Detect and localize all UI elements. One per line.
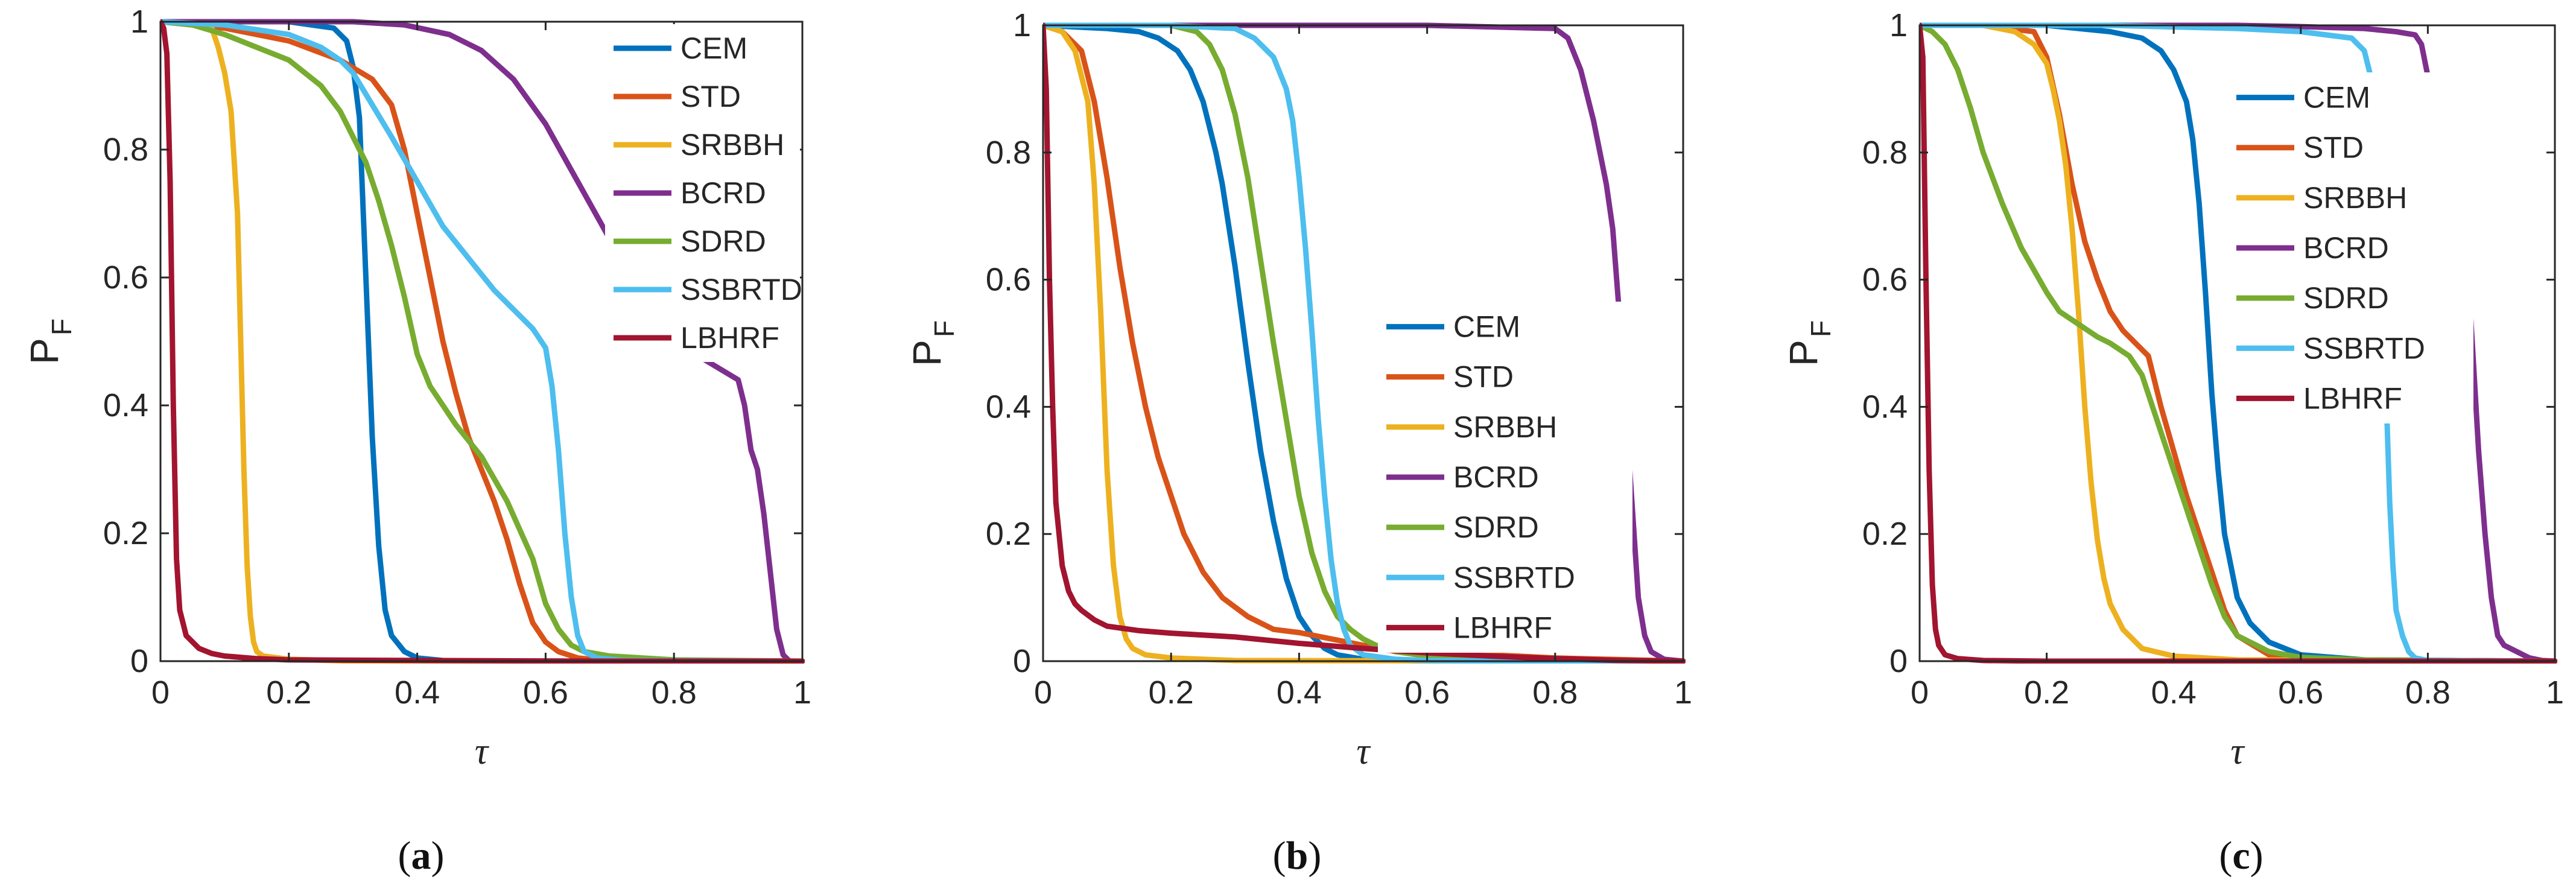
- y-tick-label: 0.4: [103, 387, 148, 423]
- legend-label-std: STD: [680, 80, 741, 113]
- x-tick-label: 0.2: [266, 674, 311, 711]
- y-tick-label: 0.6: [103, 259, 148, 296]
- y-tick-label: 1: [1013, 7, 1031, 43]
- y-tick-label: 0.8: [1862, 135, 1908, 171]
- legend-label-ssbrtd: SSBRTD: [680, 273, 802, 306]
- x-tick-label: 0.8: [1532, 674, 1578, 711]
- series-line-sdrd: [1920, 22, 2557, 664]
- y-tick-label: 1: [130, 4, 148, 40]
- legend-label-sdrd: SDRD: [2303, 281, 2389, 315]
- x-tick-label: 0: [1034, 674, 1052, 711]
- x-tick-label: 0.6: [2278, 674, 2323, 711]
- x-tick-label: 0.6: [1404, 674, 1450, 711]
- y-tick-label: 0.2: [1862, 516, 1908, 552]
- y-tick-label: 0.2: [986, 516, 1031, 552]
- legend-label-cem: CEM: [2303, 81, 2370, 115]
- legend-label-std: STD: [2303, 131, 2364, 165]
- x-axis-label: τ: [2230, 731, 2245, 772]
- y-tick-label: 0.2: [103, 515, 148, 551]
- y-tick-label: 0: [130, 643, 148, 679]
- legend-label-srbbh: SRBBH: [1453, 410, 1557, 444]
- x-tick-label: 1: [793, 674, 811, 711]
- series-line-lbhrf: [1043, 22, 1686, 664]
- panel-caption: (a): [398, 834, 445, 878]
- y-tick-label: 0.4: [1862, 388, 1908, 425]
- x-tick-label: 0.8: [652, 674, 697, 711]
- y-tick-label: 0: [1889, 643, 1908, 679]
- series-line-cem: [1043, 22, 1686, 664]
- x-tick-label: 0.4: [395, 674, 440, 711]
- legend-label-ssbrtd: SSBRTD: [1453, 560, 1575, 594]
- legend-label-lbhrf: LBHRF: [2303, 381, 2402, 415]
- x-tick-label: 0.2: [2024, 674, 2069, 711]
- y-tick-label: 0.6: [1862, 262, 1908, 298]
- x-tick-label: 0.8: [2405, 674, 2451, 711]
- y-axis-label: PF: [1781, 320, 1836, 366]
- legend: CEM STD SRBBH BCRD SDRD SSBRTD LBHRF: [1378, 302, 1632, 653]
- legend-label-lbhrf: LBHRF: [680, 321, 779, 355]
- legend-label-ssbrtd: SSBRTD: [2303, 331, 2425, 365]
- legend-label-sdrd: SDRD: [680, 224, 766, 258]
- chart-panel-b: 0 0.2 0.4 0.6 0.8 1 0 0.2 0.4 0.6 0.8 1 τ PF CEM STD SRB…: [904, 7, 1692, 878]
- x-tick-label: 0.4: [2151, 674, 2197, 711]
- series-line-srbbh: [1920, 22, 2557, 664]
- y-tick-label: 0.8: [103, 132, 148, 168]
- chart-panel-a: 0 0.2 0.4 0.6 0.8 1 0 0.2 0.4 0.6 0.8 1 τ PF CEM STD SRB…: [22, 4, 811, 878]
- x-tick-label: 1: [1674, 674, 1692, 711]
- legend-label-lbhrf: LBHRF: [1453, 610, 1552, 644]
- chart-panel-c: 0 0.2 0.4 0.6 0.8 1 0 0.2 0.4 0.6 0.8 1 τ PF CEM STD SRB…: [1781, 7, 2564, 878]
- series-line-sdrd: [160, 19, 805, 664]
- legend-label-cem: CEM: [1453, 310, 1520, 344]
- x-axis-label: τ: [475, 731, 490, 772]
- panel-caption: (b): [1273, 834, 1322, 878]
- legend-label-cem: CEM: [680, 31, 747, 65]
- series-line-cem: [160, 19, 805, 664]
- y-axis-label: PF: [22, 319, 77, 364]
- legend-label-bcrd: BCRD: [680, 176, 766, 210]
- legend-label-bcrd: BCRD: [2303, 231, 2389, 265]
- x-axis-label: τ: [1356, 731, 1371, 772]
- legend-label-sdrd: SDRD: [1453, 510, 1539, 544]
- x-tick-label: 0.6: [523, 674, 568, 711]
- legend-label-srbbh: SRBBH: [680, 128, 784, 162]
- series-group: [160, 19, 805, 664]
- axes-frame: [159, 21, 804, 662]
- legend-label-srbbh: SRBBH: [2303, 181, 2407, 215]
- legend-label-std: STD: [1453, 360, 1514, 394]
- x-tick-label: 1: [2546, 674, 2564, 711]
- series-line-std: [160, 19, 805, 664]
- x-tick-label: 0: [1911, 674, 1929, 711]
- y-tick-label: 0.4: [986, 388, 1031, 425]
- legend: CEM STD SRBBH BCRD SDRD SSBRTD LBHRF: [2228, 72, 2473, 423]
- legend: CEM STD SRBBH BCRD SDRD SSBRTD LBHRF: [605, 24, 802, 362]
- series-line-lbhrf: [160, 19, 805, 664]
- panel-caption: (c): [2219, 834, 2263, 878]
- series-line-ssbrtd: [1043, 22, 1686, 664]
- series-group: [1043, 22, 1686, 664]
- x-tick-label: 0.4: [1277, 674, 1322, 711]
- series-line-cem: [1920, 22, 2557, 664]
- series-line-bcrd: [1043, 22, 1686, 664]
- axes-frame: [1918, 24, 2556, 662]
- y-axis-label: PF: [904, 320, 960, 366]
- x-tick-label: 0: [151, 674, 170, 711]
- series-line-ssbrtd: [160, 19, 805, 664]
- legend-label-bcrd: BCRD: [1453, 460, 1539, 494]
- y-tick-label: 0.8: [986, 135, 1031, 171]
- y-tick-label: 0: [1013, 643, 1031, 679]
- axes-frame: [1042, 24, 1684, 662]
- x-tick-label: 0.2: [1149, 674, 1194, 711]
- y-tick-label: 1: [1889, 7, 1908, 43]
- series-line-srbbh: [1043, 22, 1686, 664]
- y-tick-label: 0.6: [986, 262, 1031, 298]
